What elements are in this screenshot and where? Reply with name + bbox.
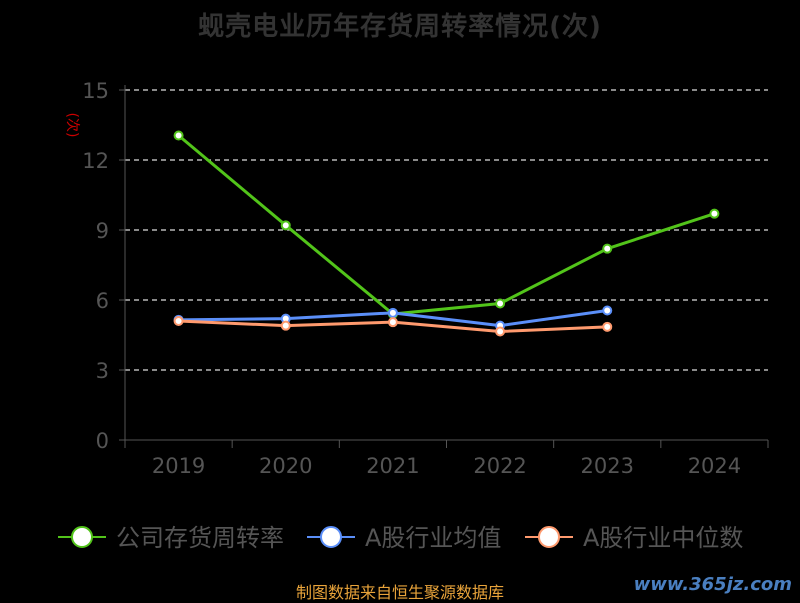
- legend-label: A股行业中位数: [583, 524, 743, 552]
- watermark: www.365jz.com: [633, 574, 792, 595]
- y-axis-label: (次): [64, 113, 80, 138]
- data-source: 制图数据来自恒生聚源数据库: [295, 583, 504, 602]
- chart-title: 蚬壳电业历年存货周转率情况(次): [198, 12, 602, 42]
- legend-marker: [320, 526, 342, 548]
- y-tick-label: 9: [96, 219, 109, 243]
- y-tick-label: 6: [96, 289, 109, 313]
- data-point: [387, 317, 398, 328]
- data-point: [602, 305, 613, 316]
- data-point: [495, 298, 506, 309]
- legend-marker: [538, 526, 560, 548]
- y-tick-label: 3: [96, 359, 109, 383]
- data-point: [387, 307, 398, 318]
- data-point: [173, 316, 184, 326]
- x-tick-label: 2022: [473, 454, 526, 478]
- data-point: [280, 320, 291, 331]
- legend-label: A股行业均值: [365, 524, 501, 552]
- y-tick-label: 12: [82, 149, 109, 173]
- legend-marker: [71, 526, 93, 548]
- data-point: [602, 243, 613, 254]
- data-point: [495, 326, 506, 337]
- x-tick-label: 2021: [366, 454, 419, 478]
- x-tick-label: 2024: [688, 454, 741, 478]
- x-tick-label: 2020: [259, 454, 312, 478]
- data-point: [173, 130, 184, 141]
- series-line-0: [177, 134, 715, 316]
- x-tick-label: 2023: [581, 454, 634, 478]
- y-tick-label: 0: [96, 429, 109, 453]
- y-tick-label: 15: [82, 79, 109, 103]
- legend-label: 公司存货周转率: [116, 524, 284, 552]
- series-group: [173, 130, 720, 337]
- x-tick-label: 2019: [152, 454, 205, 478]
- axes: 0 3 6 9 12 15 2019 2020 2021 2022 2023 2024: [82, 79, 769, 478]
- legend: 公司存货周转率 A股行业均值 A股行业中位数: [58, 524, 743, 552]
- data-point: [709, 208, 720, 219]
- data-point: [602, 321, 613, 332]
- data-point: [280, 220, 291, 231]
